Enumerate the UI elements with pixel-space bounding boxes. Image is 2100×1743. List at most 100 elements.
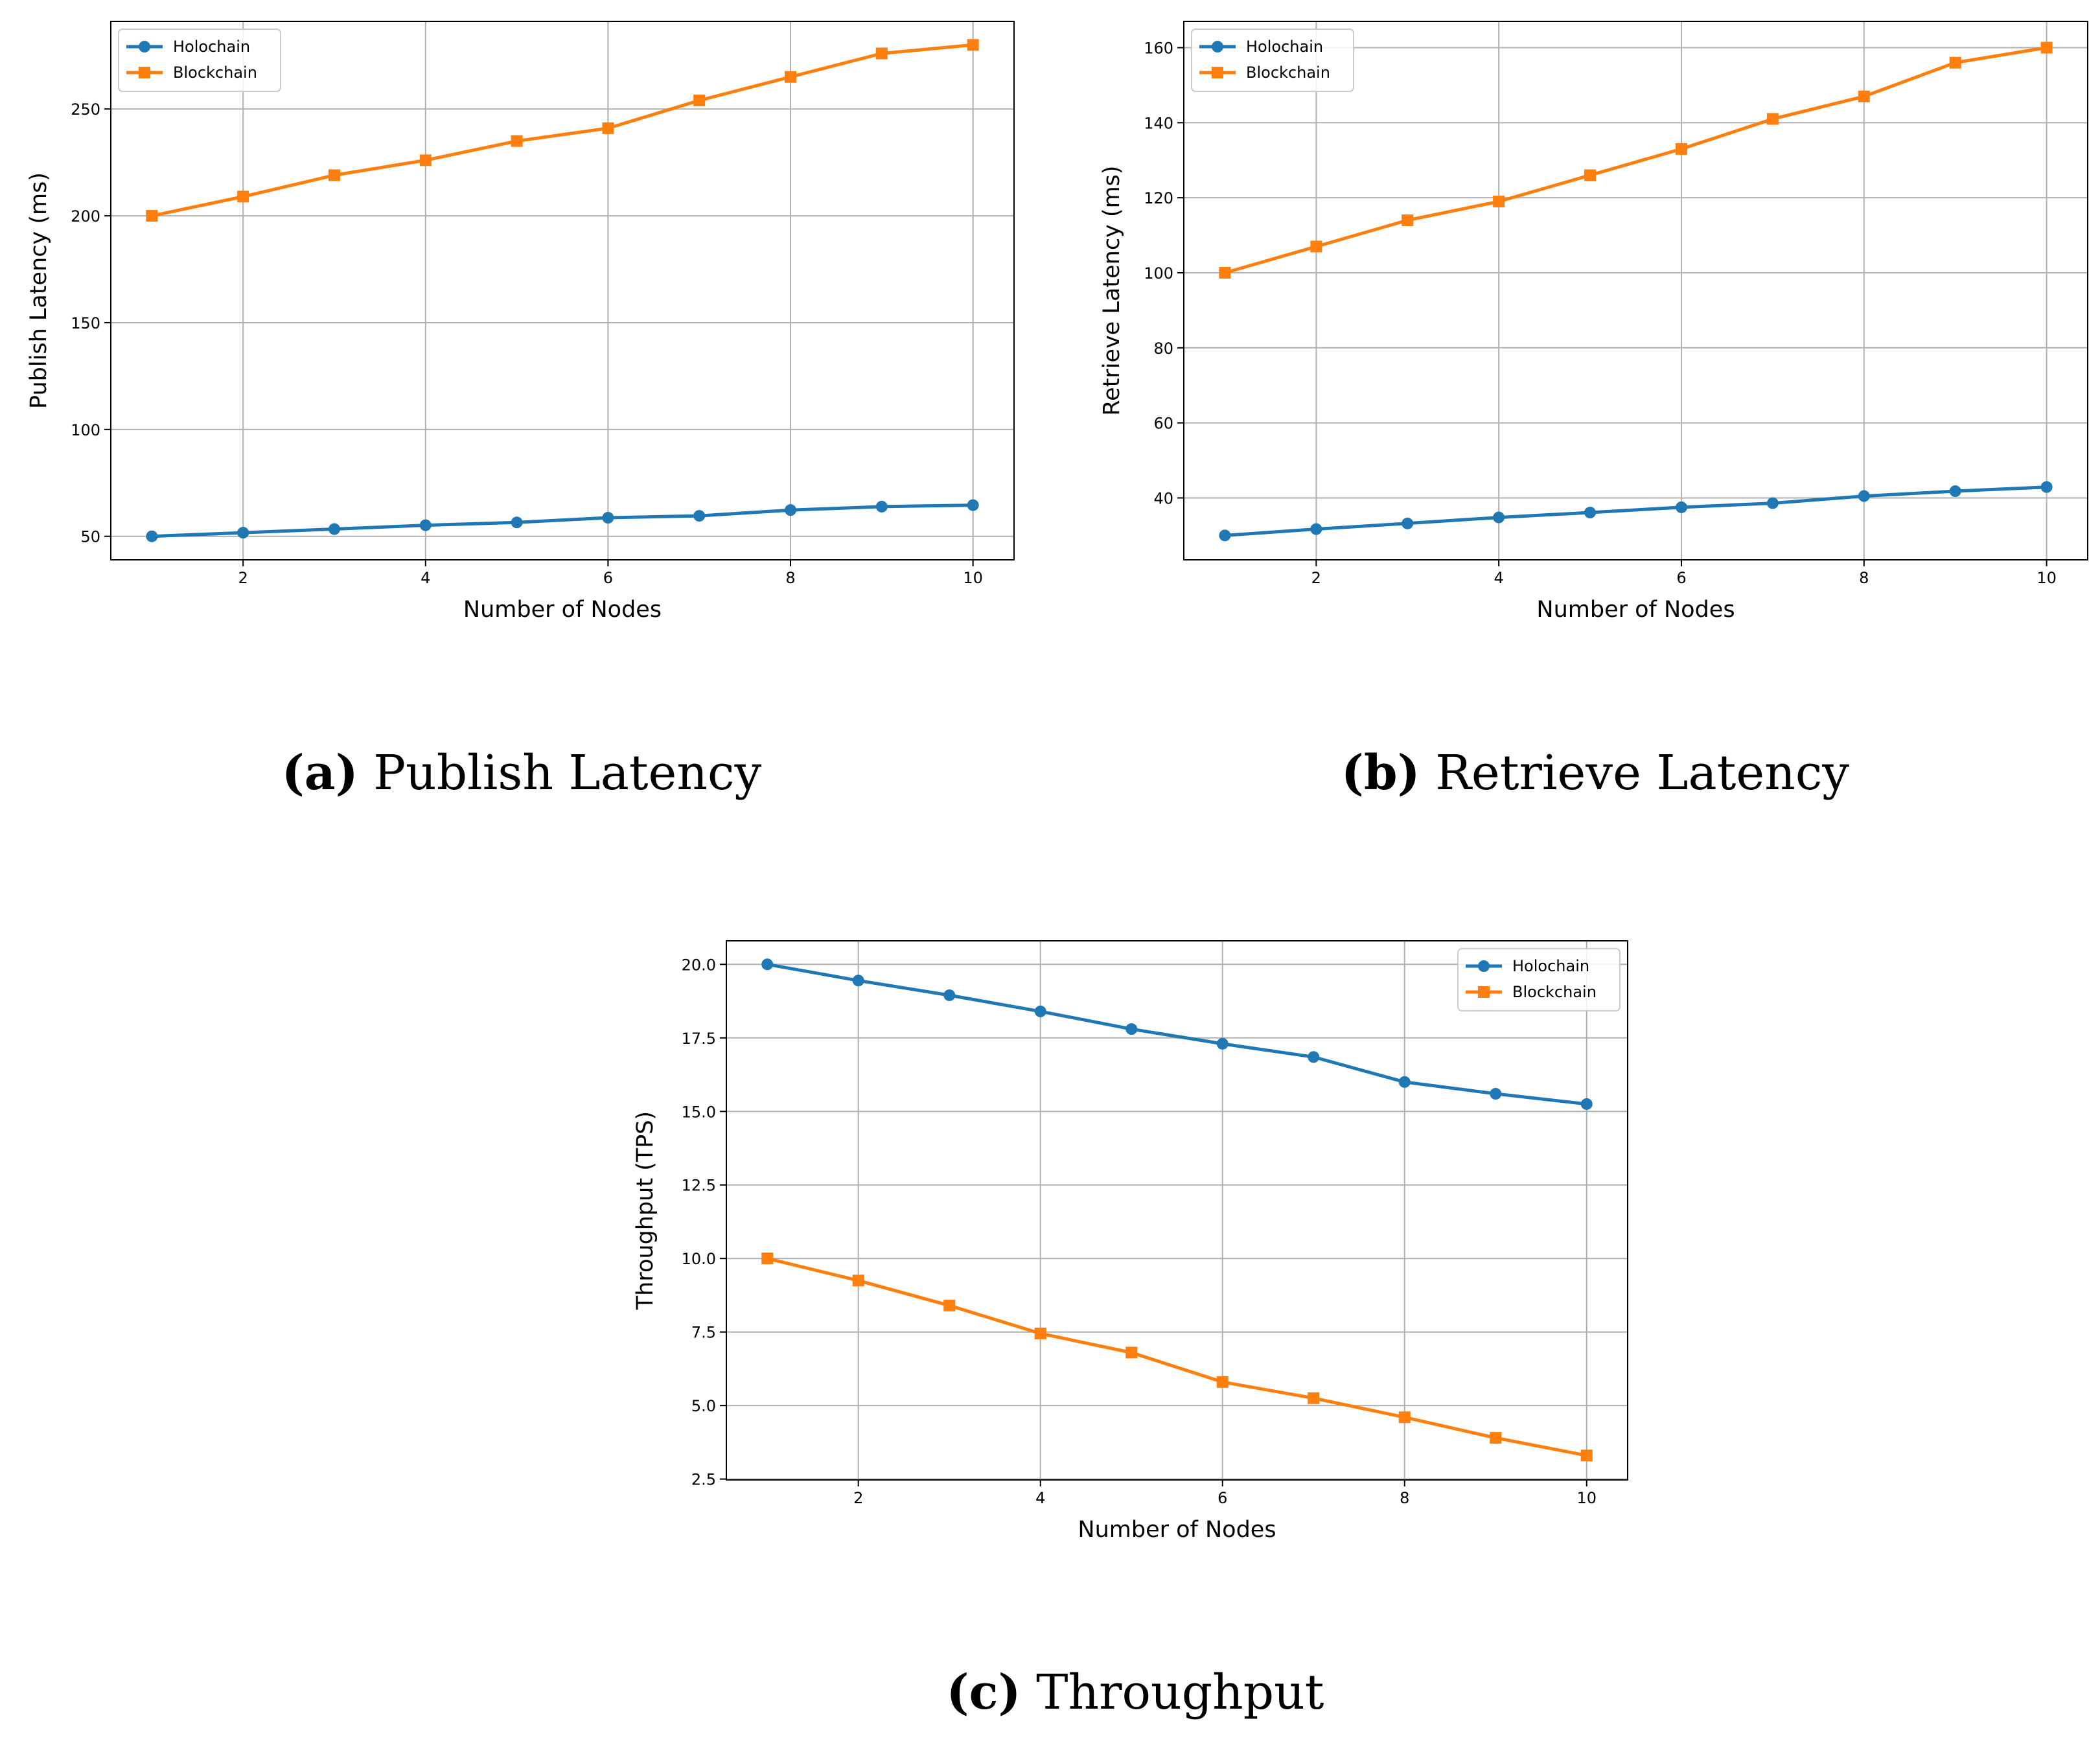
chart-c-blockchain-point bbox=[1490, 1432, 1502, 1444]
chart-c-legend-blockchain-marker bbox=[1478, 986, 1490, 998]
chart-a-xtick-label: 10 bbox=[963, 569, 983, 587]
chart-b-ytick-label: 140 bbox=[1144, 114, 1173, 132]
chart-b-blockchain-point bbox=[2040, 41, 2053, 54]
chart-c-blockchain-point bbox=[943, 1299, 956, 1311]
chart-a-legend-blockchain-label: Blockchain bbox=[173, 63, 257, 82]
chart-b-xtick-label: 6 bbox=[1676, 569, 1686, 587]
chart-c-holochain-point bbox=[1490, 1088, 1502, 1100]
chart-b-blockchain-point bbox=[1493, 195, 1505, 207]
chart-a-holochain-point bbox=[875, 500, 888, 513]
chart-c-ytick-label: 5.0 bbox=[691, 1397, 716, 1415]
chart-b-legend-blockchain-marker bbox=[1212, 67, 1223, 78]
chart-retrieve-latency: 2 4 6 8 10 40 60 80 100 120 140 160 Number of Nodes R… bbox=[1099, 21, 2088, 623]
chart-b-blockchain-point bbox=[1310, 240, 1322, 253]
chart-c-xtick-label: 8 bbox=[1400, 1489, 1409, 1507]
chart-a-blockchain-point bbox=[693, 95, 706, 107]
chart-c-xtick-label: 10 bbox=[1576, 1489, 1597, 1507]
chart-b-ytick-label: 120 bbox=[1144, 189, 1173, 207]
chart-c-holochain-point bbox=[1125, 1023, 1138, 1035]
chart-throughput: 2 4 6 8 10 2.5 5.0 7.5 10.0 12.5 15.0 17.5 20.0 Numbe… bbox=[632, 940, 1628, 1543]
chart-a-holochain-point bbox=[146, 530, 158, 542]
chart-c-blockchain-point bbox=[761, 1252, 774, 1265]
caption-c: (c) Throughput bbox=[946, 1665, 1324, 1720]
chart-b-ytick-label: 80 bbox=[1153, 340, 1173, 358]
chart-b-legend-holochain-marker bbox=[1212, 41, 1223, 52]
chart-b-holochain-point bbox=[2040, 481, 2053, 493]
chart-c-xlabel: Number of Nodes bbox=[1078, 1517, 1276, 1543]
chart-b-holochain-point bbox=[1402, 517, 1414, 529]
chart-a-frame bbox=[110, 21, 1015, 560]
chart-a-blockchain-point bbox=[511, 135, 523, 147]
chart-a-blockchain-point bbox=[419, 154, 432, 167]
chart-c-blockchain-line bbox=[767, 1256, 1587, 1457]
chart-c-holochain-point bbox=[943, 989, 956, 1001]
caption-c-text: Throughput bbox=[1021, 1665, 1324, 1720]
chart-a-holochain-point bbox=[511, 516, 523, 529]
caption-b: (b) Retrieve Latency bbox=[1341, 745, 1849, 801]
chart-b-holochain-point bbox=[1949, 485, 1961, 498]
chart-a-ylabel: Publish Latency (ms) bbox=[26, 172, 52, 409]
chart-a-holochain-point bbox=[602, 512, 614, 524]
chart-b-xlabel: Number of Nodes bbox=[1536, 597, 1735, 623]
chart-a-holochain-line bbox=[152, 503, 973, 538]
chart-c-holochain-point bbox=[1398, 1076, 1411, 1088]
chart-a-ytick-label: 100 bbox=[71, 421, 100, 439]
chart-c-blockchain-point bbox=[1308, 1392, 1320, 1404]
chart-c-ytick-label: 2.5 bbox=[691, 1471, 716, 1489]
chart-c-xtick-label: 4 bbox=[1035, 1489, 1045, 1507]
chart-b-legend-box bbox=[1191, 29, 1354, 92]
chart-a-blockchain-line bbox=[151, 43, 973, 218]
chart-a-blockchain-point bbox=[875, 47, 888, 60]
chart-b-xtick-label: 10 bbox=[2037, 569, 2057, 587]
chart-b-blockchain-point bbox=[1219, 266, 1231, 279]
chart-b-holochain-point bbox=[1219, 529, 1231, 542]
chart-b-blockchain-line bbox=[1224, 46, 2048, 275]
chart-c-ytick-label: 15.0 bbox=[682, 1103, 716, 1121]
chart-b-blockchain-point bbox=[1402, 214, 1414, 226]
chart-b-frame bbox=[1183, 21, 2088, 560]
chart-c-xtick-label: 2 bbox=[853, 1489, 863, 1507]
chart-a-xtick-label: 8 bbox=[785, 569, 795, 587]
chart-a-blockchain-point bbox=[328, 169, 340, 181]
chart-b-ylabel: Retrieve Latency (ms) bbox=[1099, 165, 1125, 415]
chart-a-holochain-point bbox=[785, 504, 797, 516]
chart-a-holochain-point bbox=[237, 527, 249, 539]
chart-a-ytick-label: 250 bbox=[71, 100, 100, 119]
chart-c-frame bbox=[726, 940, 1628, 1481]
chart-b-xtick-label: 2 bbox=[1311, 569, 1321, 587]
caption-b-letter: (b) bbox=[1341, 745, 1420, 801]
chart-a-blockchain-point bbox=[146, 210, 158, 222]
chart-c-legend-holochain-marker bbox=[1478, 960, 1490, 972]
chart-c-holochain-point bbox=[1580, 1098, 1593, 1110]
chart-b-ytick-label: 160 bbox=[1144, 40, 1173, 58]
chart-c-holochain-point bbox=[1308, 1051, 1320, 1063]
chart-a-xtick-label: 4 bbox=[421, 569, 430, 587]
chart-c-holochain-point bbox=[852, 975, 864, 987]
chart-a-holochain-point bbox=[328, 523, 340, 535]
chart-c-holochain-point bbox=[761, 958, 774, 971]
chart-b-ytick-label: 60 bbox=[1153, 415, 1173, 433]
chart-a-holochain-point bbox=[419, 519, 432, 531]
chart-c-holochain-point bbox=[1216, 1037, 1229, 1050]
chart-c-xtick-label: 6 bbox=[1217, 1489, 1227, 1507]
chart-a-legend-box bbox=[118, 29, 281, 92]
chart-a-holochain-point bbox=[693, 510, 706, 522]
chart-a-holochain-point bbox=[967, 499, 979, 511]
chart-a-blockchain-point bbox=[967, 39, 979, 51]
chart-publish-latency: 2 4 6 8 10 50 100 150 200 250 Number of Nodes Publi… bbox=[26, 21, 1015, 623]
chart-b-holochain-point bbox=[1675, 501, 1687, 513]
chart-a-blockchain-point bbox=[785, 71, 797, 83]
chart-c-holochain-line bbox=[767, 962, 1587, 1106]
chart-a-ytick-label: 150 bbox=[71, 314, 100, 332]
caption-a: (a) Publish Latency bbox=[282, 745, 762, 801]
chart-a-legend-blockchain-marker bbox=[139, 67, 150, 78]
chart-c-blockchain-point bbox=[1216, 1376, 1229, 1388]
chart-a-xtick-label: 2 bbox=[238, 569, 248, 587]
chart-b-legend-holochain-label: Holochain bbox=[1246, 38, 1323, 56]
chart-c-blockchain-point bbox=[1125, 1346, 1138, 1359]
chart-b-holochain-point bbox=[1766, 497, 1779, 509]
chart-b-blockchain-point bbox=[1949, 56, 1961, 69]
chart-b-holochain-point bbox=[1584, 507, 1597, 519]
chart-b-blockchain-point bbox=[1584, 169, 1597, 181]
